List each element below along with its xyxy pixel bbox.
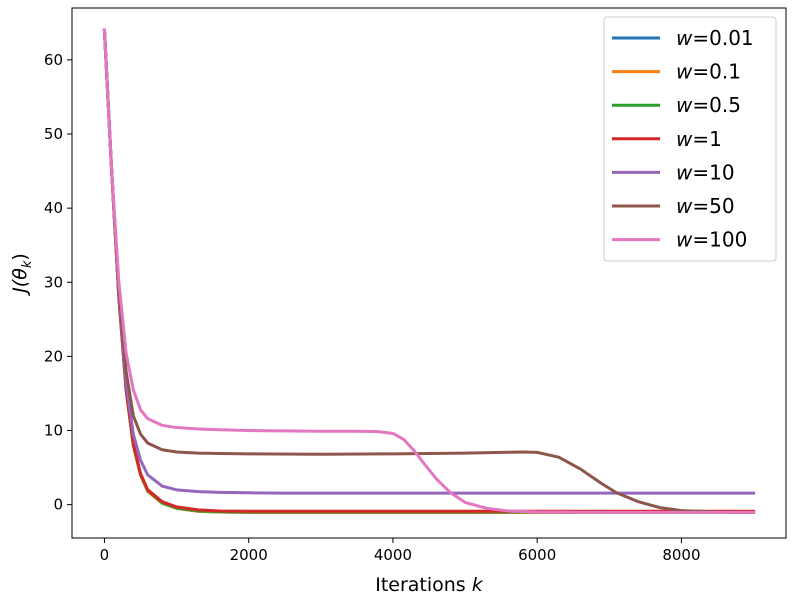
x-tick-label: 4000	[374, 546, 412, 564]
legend: w=0.01 w=0.1 w=0.5 w=1 w=10 w=50 w=100	[603, 16, 777, 262]
y-tick-label: 20	[44, 347, 63, 365]
series-line-5	[102, 28, 756, 514]
legend-box	[603, 16, 777, 262]
x-tick-label: 6000	[518, 546, 556, 564]
y-tick-label: 0	[53, 496, 63, 514]
legend-label-3: w=1	[676, 127, 722, 151]
ticks-layer: 0 2000 4000 6000 8000 0 10 20 30 40 50 60	[44, 51, 701, 564]
series-layer	[102, 28, 756, 514]
x-axis-label: Iterations k	[375, 574, 484, 596]
y-tick-label: 40	[44, 199, 63, 217]
series-line-4	[102, 28, 756, 495]
y-axis-label: J(θk)	[9, 253, 35, 297]
plot-frame	[71, 7, 787, 539]
x-tick-label: 0	[100, 546, 110, 564]
legend-label-0: w=0.01	[676, 26, 754, 50]
legend-label-4: w=10	[676, 160, 735, 184]
y-tick-label: 30	[44, 273, 63, 291]
legend-label-6: w=100	[676, 228, 747, 252]
y-tick-label: 60	[44, 51, 63, 69]
legend-label-5: w=50	[676, 194, 735, 218]
legend-label-1: w=0.1	[676, 60, 741, 84]
y-tick-label: 10	[44, 422, 63, 440]
x-tick-label: 2000	[230, 546, 268, 564]
x-tick-label: 8000	[662, 546, 700, 564]
series-line-6	[102, 28, 756, 514]
y-tick-label: 50	[44, 125, 63, 143]
legend-label-2: w=0.5	[676, 93, 741, 117]
legend-entries: w=0.01 w=0.1 w=0.5 w=1 w=10 w=50 w=100	[612, 26, 754, 252]
